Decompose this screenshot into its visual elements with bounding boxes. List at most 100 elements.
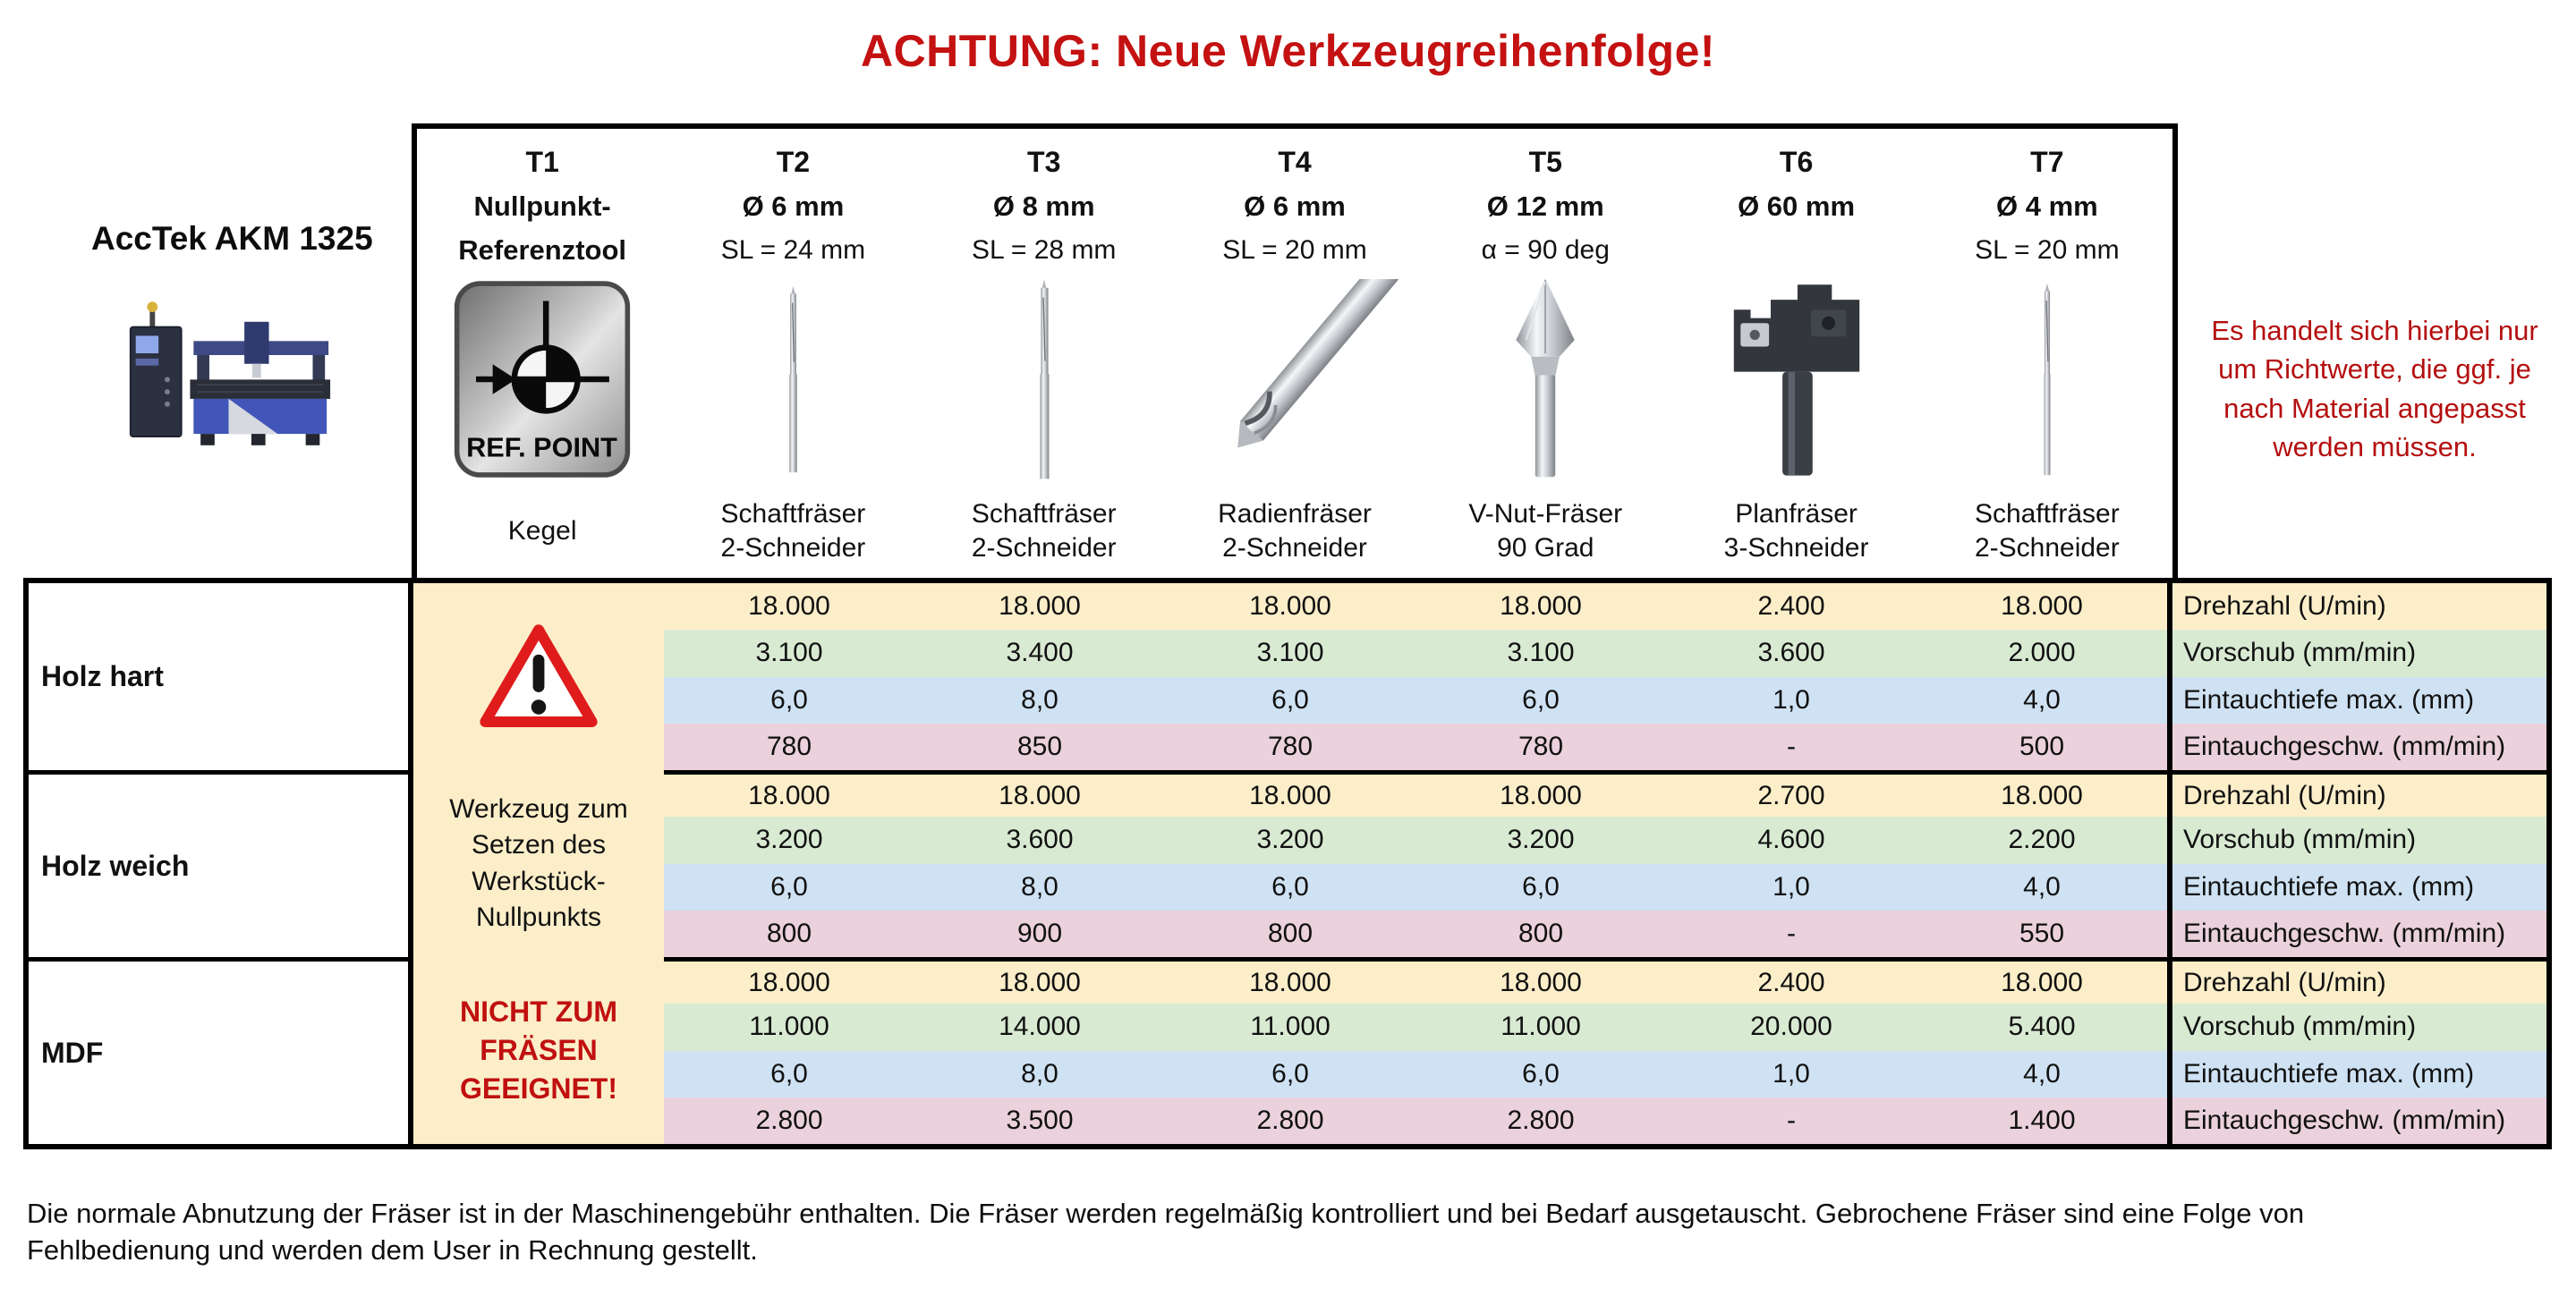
data-cell: 3.100 bbox=[664, 630, 914, 677]
tool-column-t6: T6 Ø 60 mm Planfräser 3-Schneider bbox=[1671, 129, 1921, 578]
data-cell: 20.000 bbox=[1666, 1004, 1917, 1051]
data-cell: 780 bbox=[1416, 723, 1666, 770]
tool-angle: α = 90 deg bbox=[1481, 235, 1610, 265]
data-cell: 800 bbox=[664, 910, 914, 957]
data-cell: 4,0 bbox=[1917, 863, 2167, 911]
param-label: Eintauchtiefe max. (mm) bbox=[2167, 1050, 2546, 1097]
data-cell: 18.000 bbox=[914, 583, 1165, 631]
t1-warning-block bbox=[413, 583, 664, 770]
tool-id: T2 bbox=[776, 145, 811, 178]
data-cell: 3.200 bbox=[1416, 817, 1666, 864]
data-cell: 11.000 bbox=[664, 1004, 914, 1051]
param-label: Eintauchgeschw. (mm/min) bbox=[2167, 723, 2546, 770]
data-cell: 800 bbox=[1165, 910, 1416, 957]
data-cell: 6,0 bbox=[664, 676, 914, 724]
v-bit-icon bbox=[1420, 272, 1671, 487]
data-cell: 18.000 bbox=[1165, 583, 1416, 631]
radius-mill-icon bbox=[1169, 272, 1420, 487]
data-cell: 18.000 bbox=[664, 583, 914, 631]
data-cell: 3.200 bbox=[1165, 817, 1416, 864]
tool-diameter: Ø 4 mm bbox=[1995, 191, 2098, 222]
data-cell: 2.800 bbox=[664, 1097, 914, 1144]
param-label: Drehzahl (U/min) bbox=[2167, 583, 2546, 631]
data-cell: 18.000 bbox=[1165, 770, 1416, 818]
tool-name: Kegel bbox=[507, 516, 577, 547]
param-label: Eintauchtiefe max. (mm) bbox=[2167, 863, 2546, 911]
data-cell: 3.200 bbox=[664, 817, 914, 864]
material-label: Holz weich bbox=[29, 770, 413, 957]
data-cell: 18.000 bbox=[1416, 957, 1666, 1004]
tool-spec-line1: Nullpunkt- bbox=[473, 191, 611, 222]
guideline-note: Es handelt sich hierbei nur um Richtwert… bbox=[2211, 315, 2538, 463]
tool-id: T3 bbox=[1027, 145, 1061, 178]
param-label: Vorschub (mm/min) bbox=[2167, 817, 2546, 864]
data-cell: 6,0 bbox=[1416, 863, 1666, 911]
tool-diameter: Ø 12 mm bbox=[1486, 191, 1604, 222]
param-label: Eintauchtiefe max. (mm) bbox=[2167, 676, 2546, 724]
data-cell: 1.400 bbox=[1917, 1097, 2167, 1144]
t1-warning-text: NICHT ZUM FRÄSEN GEEIGNET! bbox=[459, 995, 617, 1106]
tool-diameter: Ø 8 mm bbox=[992, 191, 1095, 222]
data-cell: 2.700 bbox=[1666, 770, 1917, 818]
ref-point-icon: REF. POINT bbox=[417, 272, 667, 487]
page-title: ACHTUNG: Neue Werkzeugreihenfolge! bbox=[860, 26, 1716, 76]
data-cell: 2.800 bbox=[1416, 1097, 1666, 1144]
t1-merged-cell: Werkzeug zum Setzen des Werkstück- Nullp… bbox=[413, 583, 664, 1144]
data-cell: 18.000 bbox=[1917, 770, 2167, 818]
data-cell: 3.100 bbox=[1165, 630, 1416, 677]
data-cell: 11.000 bbox=[1416, 1004, 1666, 1051]
param-label: Eintauchgeschw. (mm/min) bbox=[2167, 1097, 2546, 1144]
data-cell: 6,0 bbox=[1416, 1050, 1666, 1097]
tool-name: V-Nut-Fräser 90 Grad bbox=[1468, 499, 1623, 563]
data-cell: 500 bbox=[1917, 723, 2167, 770]
data-cell: 4,0 bbox=[1917, 676, 2167, 724]
data-cell: 2.200 bbox=[1917, 817, 2167, 864]
tool-diameter: Ø 60 mm bbox=[1738, 191, 1856, 222]
tool-name: Schaftfräser 2-Schneider bbox=[1974, 499, 2120, 563]
data-cell: 8,0 bbox=[914, 676, 1165, 724]
tool-spec-line2: Referenztool bbox=[458, 234, 627, 266]
tool-id: T6 bbox=[1779, 145, 1814, 178]
data-cell: 1,0 bbox=[1666, 676, 1917, 724]
endmill-icon bbox=[919, 272, 1169, 487]
param-label: Vorschub (mm/min) bbox=[2167, 1004, 2546, 1051]
tool-diameter: Ø 6 mm bbox=[1244, 191, 1346, 222]
param-label: Drehzahl (U/min) bbox=[2167, 770, 2546, 818]
data-cell: 1,0 bbox=[1666, 1050, 1917, 1097]
tool-name: Schaftfräser 2-Schneider bbox=[971, 499, 1117, 563]
endmill-icon bbox=[1922, 272, 2172, 487]
tool-shaft-length: SL = 24 mm bbox=[720, 235, 866, 265]
data-cell: 850 bbox=[914, 723, 1165, 770]
data-cell: 2.000 bbox=[1917, 630, 2167, 677]
data-cell: 6,0 bbox=[1165, 863, 1416, 911]
tool-id: T7 bbox=[2030, 145, 2064, 178]
data-cell: 780 bbox=[664, 723, 914, 770]
tool-shaft-length: SL = 20 mm bbox=[1975, 235, 2120, 265]
data-cell: 18.000 bbox=[664, 957, 914, 1004]
data-cell: - bbox=[1666, 1097, 1917, 1144]
data-cell: - bbox=[1666, 723, 1917, 770]
t1-purpose-text: Werkzeug zum Setzen des Werkstück- Nullp… bbox=[449, 793, 628, 933]
data-cell: 18.000 bbox=[1917, 583, 2167, 631]
endmill-icon bbox=[667, 272, 918, 487]
footer-note: Die normale Abnutzung der Fräser ist in … bbox=[27, 1198, 2305, 1266]
data-cell: 6,0 bbox=[1416, 676, 1666, 724]
data-cell: 4,0 bbox=[1917, 1050, 2167, 1097]
data-cell: 780 bbox=[1165, 723, 1416, 770]
cnc-machine-image bbox=[123, 293, 334, 461]
tools-header: T1 Nullpunkt- Referenztool REF. POINT Ke… bbox=[412, 123, 2178, 578]
data-cell: 6,0 bbox=[664, 863, 914, 911]
param-label: Drehzahl (U/min) bbox=[2167, 957, 2546, 1004]
data-cell: 6,0 bbox=[1165, 676, 1416, 724]
data-cell: 3.500 bbox=[914, 1097, 1165, 1144]
data-cell: 4.600 bbox=[1666, 817, 1917, 864]
tool-column-t1: T1 Nullpunkt- Referenztool REF. POINT Ke… bbox=[417, 129, 667, 578]
machine-label: AccTek AKM 1325 bbox=[91, 220, 373, 257]
material-label: MDF bbox=[29, 957, 413, 1144]
data-cell: 11.000 bbox=[1165, 1004, 1416, 1051]
tool-column-t5: T5 Ø 12 mm α = 90 deg V-Nut-Fräser 90 Gr… bbox=[1420, 129, 1671, 578]
data-cell: 18.000 bbox=[1917, 957, 2167, 1004]
tool-id: T1 bbox=[525, 145, 559, 178]
data-cell: 14.000 bbox=[914, 1004, 1165, 1051]
data-cell: 8,0 bbox=[914, 863, 1165, 911]
